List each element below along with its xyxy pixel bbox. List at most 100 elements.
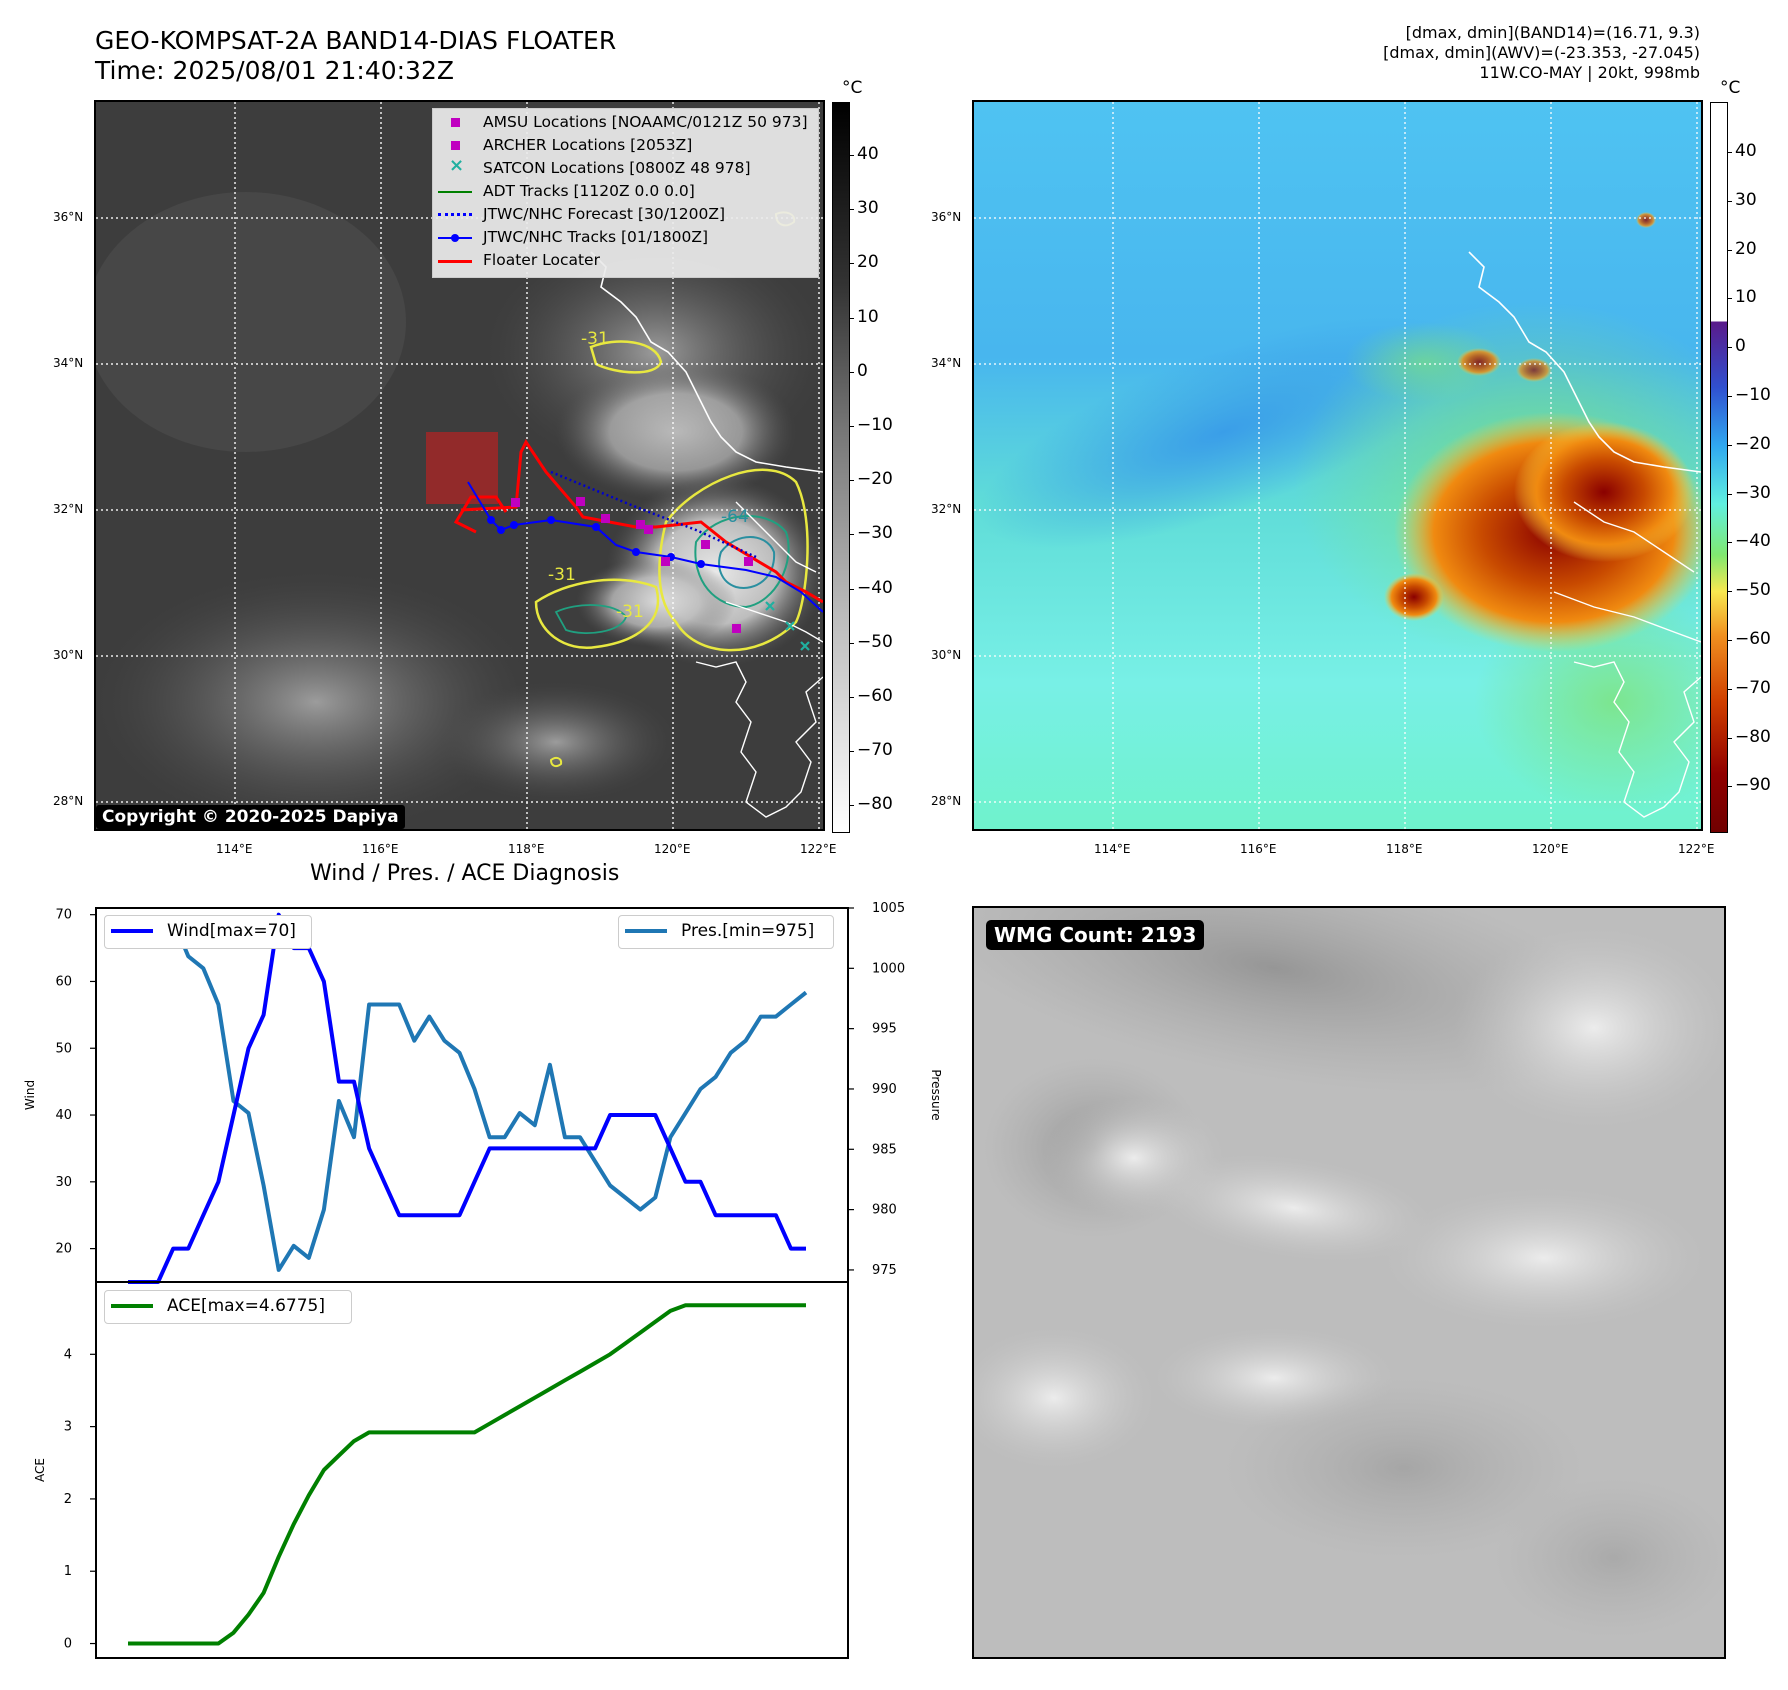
colorbar-tick-label: 30 (857, 198, 879, 219)
colorbar-tick (849, 534, 854, 536)
lat-label: 36°N (53, 210, 84, 224)
pressure-line (128, 918, 808, 1272)
colorbar-tick (849, 588, 854, 590)
pressure-axis-tick-label: 985 (872, 1142, 897, 1157)
colorbar-unit: °C (1720, 78, 1741, 98)
colorbar-tick-label: −10 (857, 415, 893, 435)
contour-label: -64 (721, 507, 749, 527)
contour-label: -31 (548, 565, 576, 585)
wind-axis-tick-label: 60 (55, 974, 72, 989)
colorbar-tick-label: 0 (857, 360, 868, 381)
colorbar-tick (1727, 396, 1732, 397)
colorbar-tick-label: −70 (1735, 677, 1771, 698)
ace-legend: ACE[max=4.6775] (104, 1290, 352, 1324)
awv-range: [dmax, dmin](AWV)=(-23.353, -27.045) (1383, 43, 1700, 62)
pressure-axis-tick-label: 975 (872, 1263, 897, 1278)
colorbar-tick-label: −10 (1735, 385, 1771, 405)
colorbar-tick-label: 10 (857, 306, 879, 327)
wind-axis-tick-label: 30 (55, 1175, 72, 1190)
colorbar-tick (849, 155, 854, 156)
magenta-square-icon (451, 118, 460, 127)
lon-label: 122°E (800, 842, 837, 856)
colorbar-tick-label: −30 (1735, 482, 1771, 503)
diagnosis-title: Wind / Pres. / ACE Diagnosis (310, 861, 620, 886)
pressure-axis-label: Pressure (929, 1069, 943, 1120)
colorbar-tick-label: −40 (1735, 531, 1771, 552)
colorbar-tick-label: 40 (857, 144, 879, 164)
storm-info: 11W.CO-MAY | 20kt, 998mb (1479, 63, 1700, 82)
colorbar-tick-label: 30 (1735, 189, 1757, 210)
copyright-label: Copyright © 2020-2025 Dapiya (96, 805, 405, 829)
wmg-image (974, 908, 1724, 1657)
colorbar-tick-label: −80 (857, 794, 893, 815)
colorbar-tick-label: −60 (857, 686, 893, 706)
lat-label: 30°N (53, 648, 84, 662)
ace-axis-tick-label: 2 (64, 1492, 72, 1507)
contour-label: -31 (616, 602, 644, 622)
pressure-axis-tick-label: 995 (872, 1022, 897, 1037)
pressure-axis-tick-label: 990 (872, 1082, 897, 1097)
colorbar-tick (849, 371, 854, 373)
colorbar-unit: °C (842, 78, 863, 98)
colorbar-tick (1727, 200, 1732, 202)
lat-label: 36°N (931, 210, 962, 224)
colorbar-tick-label: 10 (1735, 287, 1757, 308)
colorbar-tick-label: 20 (857, 252, 879, 273)
wind-axis-label: Wind (23, 1080, 37, 1110)
steel-blue-line-icon (625, 929, 667, 933)
band14-range: [dmax, dmin](BAND14)=(16.71, 9.3) (1405, 23, 1700, 42)
colorbar-tick (1727, 298, 1732, 300)
lat-label: 28°N (53, 794, 84, 808)
colorbar-tick (1727, 640, 1732, 641)
colorbar-tick-label: 40 (1735, 141, 1757, 161)
lon-label: 120°E (654, 842, 691, 856)
colorbar-tick-label: −60 (1735, 629, 1771, 649)
wind-axis-tick-label: 40 (55, 1108, 72, 1123)
ace-axis-tick-label: 0 (64, 1637, 72, 1652)
colorbar-tick (1727, 688, 1732, 690)
colorbar-tick-label: −70 (857, 740, 893, 761)
lat-label: 28°N (931, 794, 962, 808)
ace-axis-tick-label: 3 (64, 1420, 72, 1435)
colorbar-tick (849, 209, 854, 211)
lon-label: 114°E (1094, 842, 1131, 856)
colorbar-tick (849, 751, 854, 753)
green-line-icon (438, 191, 472, 193)
lat-label: 32°N (931, 502, 962, 516)
colorbar-tick-label: −20 (1735, 433, 1771, 454)
ir-map-panel: -31 -31 -31 -64 AMSU Locations [NOAAMC/0… (94, 100, 825, 831)
awv-map-panel (972, 100, 1703, 831)
lon-label: 118°E (1386, 842, 1423, 856)
colorbar-tick (849, 426, 854, 427)
lon-label: 118°E (508, 842, 545, 856)
grayscale-colorbar (832, 102, 850, 833)
pressure-axis-tick-label: 980 (872, 1203, 897, 1218)
wind-axis-tick-label: 50 (55, 1041, 72, 1056)
colorbar-tick-label: −50 (1735, 580, 1771, 601)
colorbar-tick-label: −40 (857, 577, 893, 598)
lon-label: 122°E (1678, 842, 1715, 856)
pressure-axis-tick-label: 1005 (872, 901, 905, 916)
colorbar-tick-label: −20 (857, 469, 893, 490)
figure-title: GEO-KOMPSAT-2A BAND14-DIAS FLOATER (95, 26, 617, 55)
colorbar-tick-label: −90 (1735, 775, 1771, 796)
colorbar-tick (1727, 347, 1732, 349)
colorbar-tick (1727, 249, 1732, 251)
lower-axes-frame (95, 1281, 849, 1659)
awv-map-image (974, 102, 1701, 829)
ace-axis-tick-label: 1 (64, 1564, 72, 1579)
magenta-square-icon (451, 141, 460, 150)
lon-label: 116°E (362, 842, 399, 856)
colorbar-tick (1727, 591, 1732, 593)
colorbar-tick (849, 263, 854, 265)
colorbar-tick (849, 642, 854, 644)
blue-dot-icon (451, 234, 459, 242)
lon-label: 120°E (1532, 842, 1569, 856)
colorbar-tick (849, 697, 854, 698)
awv-colorbar (1710, 102, 1728, 833)
wmg-panel: WMG Count: 2193 (972, 906, 1726, 1659)
colorbar-tick-label: −80 (1735, 726, 1771, 747)
colorbar-tick (1727, 786, 1732, 788)
colorbar-tick (1727, 737, 1732, 739)
map-legend: AMSU Locations [NOAAMC/0121Z 50 973] ARC… (432, 108, 819, 278)
